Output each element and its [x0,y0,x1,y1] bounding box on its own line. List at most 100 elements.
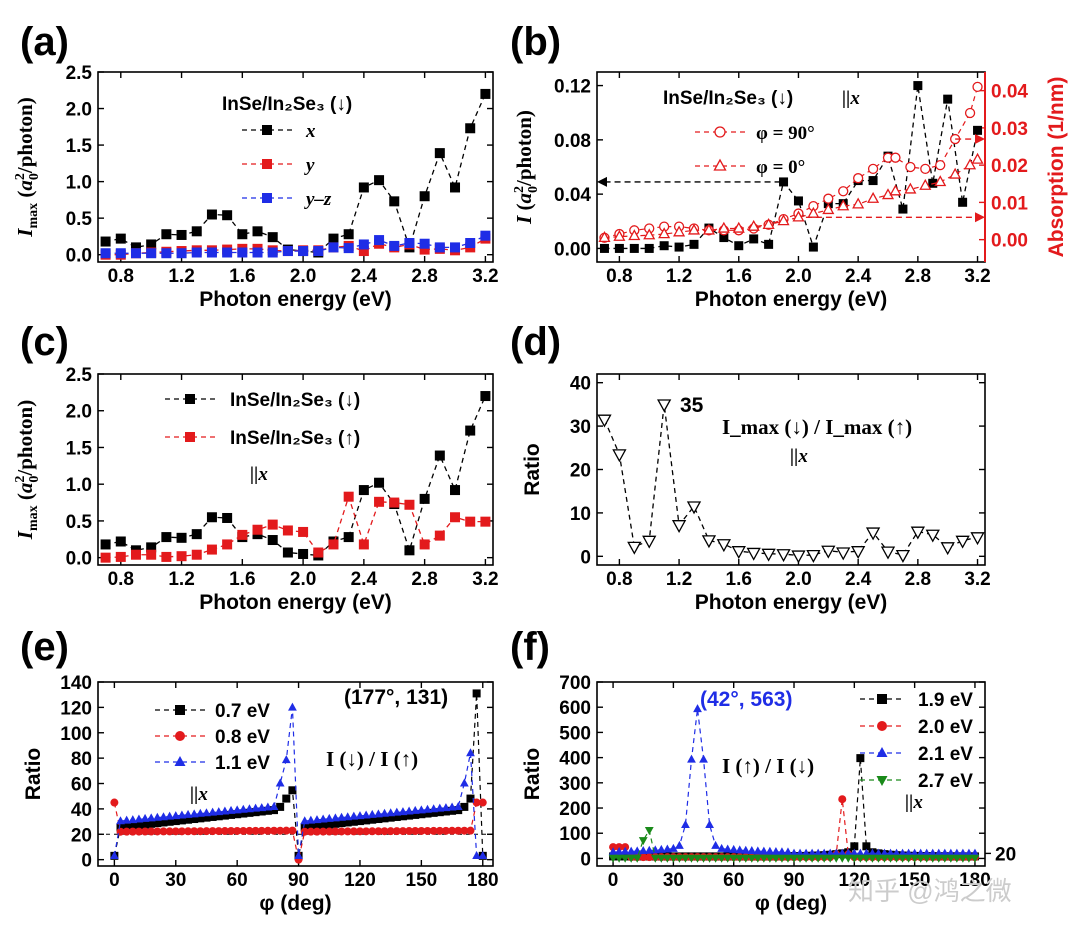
legend-marker [262,125,272,135]
data-point [100,552,111,563]
data-point [337,827,346,836]
x-tick-label: 3.2 [964,266,990,287]
plot-frame [97,71,494,263]
x-tick-label: 150 [899,870,931,891]
data-point [312,821,321,830]
data-point [465,425,476,436]
data-point [867,191,880,203]
data-point [861,854,871,863]
y-tick-label: 400 [559,749,591,770]
data-point [100,539,111,550]
data-point [398,807,408,816]
data-point [190,827,199,836]
data-point [122,827,131,836]
x-tick-label: 3.2 [964,569,990,590]
data-point [349,817,358,826]
data-point [288,702,297,711]
data-point [920,163,931,175]
data-point [441,807,450,816]
data-point [343,491,354,502]
polarization-label: ||x [905,792,923,813]
data-point [220,806,230,815]
data-point [855,848,865,857]
data-point [343,532,354,543]
data-point [227,827,236,836]
x-tick-label: 2.4 [351,266,378,287]
data-point [417,826,426,835]
data-point [922,854,932,863]
data-point [392,827,401,836]
panel-label-b: (b) [510,20,561,64]
data-point [717,221,730,233]
data-point [886,848,895,857]
data-point [465,516,476,527]
legend-label: 1.1 eV [215,753,270,774]
data-point [447,802,457,811]
data-point [970,532,985,546]
data-point [435,803,445,812]
data-point [964,854,974,863]
plot-frame [97,681,494,867]
data-point [161,248,172,259]
data-point [851,546,866,560]
y-tick-label: 0 [580,849,591,870]
data-point [171,811,181,820]
data-point [251,803,260,812]
data-point [459,778,469,787]
data-point [910,526,925,540]
data-point [282,525,293,536]
data-point [429,808,438,817]
data-point [222,210,233,221]
y2-axis-label: Absorption (1/nm) [1045,77,1068,258]
data-point [892,848,901,857]
data-point [343,243,354,254]
data-point [681,820,690,829]
data-point [368,815,377,824]
data-point [934,854,944,863]
data-point [705,820,714,829]
data-point [741,845,751,854]
data-point [719,233,729,243]
y-tick-label: 100 [60,724,92,745]
data-point [632,854,642,863]
data-point [795,848,805,857]
data-point [620,846,630,855]
data-point [417,810,426,819]
x-axis-label: Photon energy (eV) [199,591,392,614]
data-point [115,233,126,244]
data-point [946,848,956,857]
y-tick-label: 0.0 [66,246,92,267]
data-point [362,827,371,836]
x-tick-label: 0 [109,870,120,891]
data-point [642,535,657,549]
y-tick-label: 140 [60,673,92,694]
data-point [837,199,850,211]
data-point [165,811,175,820]
data-point [668,854,678,863]
panel-label-c: (c) [20,320,69,364]
data-point [331,813,340,822]
data-point [152,812,162,821]
ratio-title: I (↓) / I (↑) [326,747,418,771]
data-point [177,827,186,836]
data-point [723,854,733,863]
data-point [783,854,793,863]
y2-tick-label: 0.00 [991,231,1028,252]
panel-d: 0.8 1.2 1.6 2.0 2.4 2.8 3.2 0 10 20 30 40 Photon ene… [521,373,991,614]
y2-tick-label: 0.02 [991,156,1028,177]
x-tick-label: 2.4 [845,569,872,590]
legend-marker [185,432,195,442]
data-point [404,545,415,556]
data-point [454,806,463,815]
data-point [761,548,776,562]
data-point [659,241,669,251]
data-point [687,754,696,763]
data-point [801,848,811,857]
x-tick-label: 3.2 [472,569,498,590]
data-point [282,794,291,803]
legend-marker [185,394,195,404]
legend-label: φ = 90° [756,123,815,144]
y-tick-label: 0.04 [554,185,591,206]
data-point [202,813,211,822]
data-point [629,243,639,253]
